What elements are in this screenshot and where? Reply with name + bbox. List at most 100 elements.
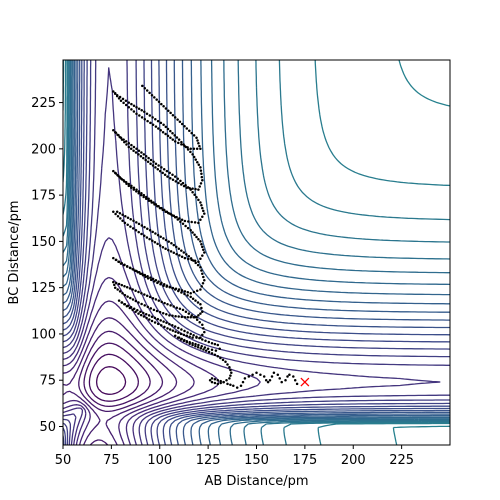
trajectory-point bbox=[213, 378, 217, 381]
trajectory-point bbox=[154, 279, 158, 282]
trajectory-point bbox=[159, 129, 162, 132]
trajectory-point bbox=[166, 127, 170, 131]
trajectory-point bbox=[280, 380, 283, 384]
trajectory-point bbox=[137, 290, 140, 294]
trajectory-point bbox=[197, 188, 200, 191]
trajectory-point bbox=[199, 266, 202, 269]
trajectory-point bbox=[169, 250, 173, 253]
trajectory-point bbox=[146, 275, 149, 278]
trajectory-point bbox=[173, 134, 176, 137]
trajectory-point bbox=[197, 343, 200, 347]
trajectory-point bbox=[130, 186, 133, 189]
trajectory-point bbox=[161, 311, 165, 315]
x-tick-label: 100 bbox=[147, 453, 172, 468]
trajectory-point bbox=[191, 336, 194, 339]
trajectory-point bbox=[197, 163, 201, 167]
trajectory-point bbox=[140, 192, 143, 195]
trajectory-point bbox=[190, 220, 193, 224]
end-marker bbox=[300, 377, 310, 387]
trajectory-point bbox=[176, 118, 179, 121]
trajectory-point bbox=[224, 360, 227, 363]
trajectory-point bbox=[186, 294, 189, 297]
trajectory-point bbox=[197, 314, 200, 317]
trajectory-point bbox=[113, 92, 117, 95]
trajectory-point bbox=[201, 272, 204, 276]
trajectory-point bbox=[149, 276, 152, 279]
trajectory-point bbox=[186, 291, 190, 294]
trajectory-point bbox=[173, 175, 177, 178]
trajectory-point bbox=[171, 314, 174, 318]
trajectory-point bbox=[144, 197, 148, 201]
trajectory-point bbox=[130, 143, 133, 147]
trajectory-point bbox=[168, 285, 171, 289]
trajectory-point bbox=[185, 253, 188, 256]
trajectory-point bbox=[168, 314, 171, 317]
trajectory-point bbox=[147, 199, 151, 202]
trajectory-point bbox=[143, 225, 146, 229]
trajectory-point bbox=[194, 158, 197, 161]
trajectory-point bbox=[138, 114, 141, 117]
trajectory-point bbox=[122, 101, 125, 105]
trajectory-point bbox=[148, 114, 152, 117]
trajectory-point bbox=[138, 271, 141, 274]
trajectory-point bbox=[130, 184, 133, 188]
trajectory-point bbox=[167, 240, 170, 243]
trajectory-point bbox=[210, 377, 214, 380]
trajectory-point bbox=[185, 341, 189, 344]
trajectory-point bbox=[228, 377, 231, 380]
trajectory-point bbox=[201, 282, 205, 285]
trajectory-point bbox=[137, 190, 141, 193]
trajectory-point bbox=[198, 320, 201, 324]
contour-level bbox=[63, 60, 450, 445]
trajectory-point bbox=[168, 322, 171, 326]
trajectory-point bbox=[167, 248, 170, 252]
trajectory-point bbox=[184, 224, 187, 228]
trajectory-point bbox=[149, 121, 152, 125]
contour-level bbox=[63, 317, 178, 445]
x-axis-label: AB Distance/pm bbox=[204, 474, 308, 489]
trajectory-point bbox=[182, 339, 186, 343]
marker-stroke bbox=[300, 377, 310, 387]
trajectory-point bbox=[200, 285, 203, 288]
trajectory-point bbox=[199, 257, 202, 260]
trajectory-point bbox=[137, 301, 140, 304]
trajectory-point bbox=[119, 262, 123, 265]
trajectory-point bbox=[170, 241, 173, 245]
trajectory-point bbox=[123, 140, 126, 144]
trajectory-point bbox=[134, 299, 138, 303]
trajectory-point bbox=[201, 254, 204, 257]
trajectory-point bbox=[154, 117, 157, 121]
trajectory-point bbox=[162, 123, 165, 127]
trajectory-point bbox=[112, 129, 115, 132]
contour-level bbox=[63, 60, 450, 445]
contour-level bbox=[63, 60, 450, 445]
trajectory-point bbox=[172, 243, 176, 247]
trajectory-point bbox=[132, 188, 136, 191]
trajectory-point bbox=[123, 293, 127, 297]
trajectory-point bbox=[144, 195, 148, 199]
trajectory-point bbox=[192, 259, 195, 262]
trajectory-point bbox=[131, 288, 134, 291]
trajectory-point bbox=[112, 256, 115, 260]
trajectory-point bbox=[157, 100, 161, 104]
trajectory-point bbox=[169, 176, 172, 180]
trajectory-point bbox=[195, 316, 198, 319]
trajectory-point bbox=[181, 181, 185, 185]
trajectory-point bbox=[213, 353, 217, 357]
trajectory-point bbox=[116, 214, 120, 218]
trajectory-point bbox=[118, 212, 122, 215]
trajectory-point bbox=[229, 374, 232, 377]
trajectory-point bbox=[152, 201, 155, 204]
trajectory-point bbox=[137, 230, 140, 234]
trajectory-point bbox=[171, 173, 174, 177]
trajectory-point bbox=[154, 232, 157, 235]
trajectory-point bbox=[123, 303, 127, 306]
trajectory-point bbox=[124, 140, 128, 143]
trajectory-point bbox=[178, 120, 182, 124]
trajectory-point bbox=[200, 172, 203, 176]
trajectory-point bbox=[272, 371, 276, 375]
x-tick-label: 150 bbox=[244, 453, 269, 468]
trajectory-point bbox=[173, 334, 177, 338]
trajectory-point bbox=[144, 155, 148, 158]
trajectory-point bbox=[188, 342, 191, 345]
